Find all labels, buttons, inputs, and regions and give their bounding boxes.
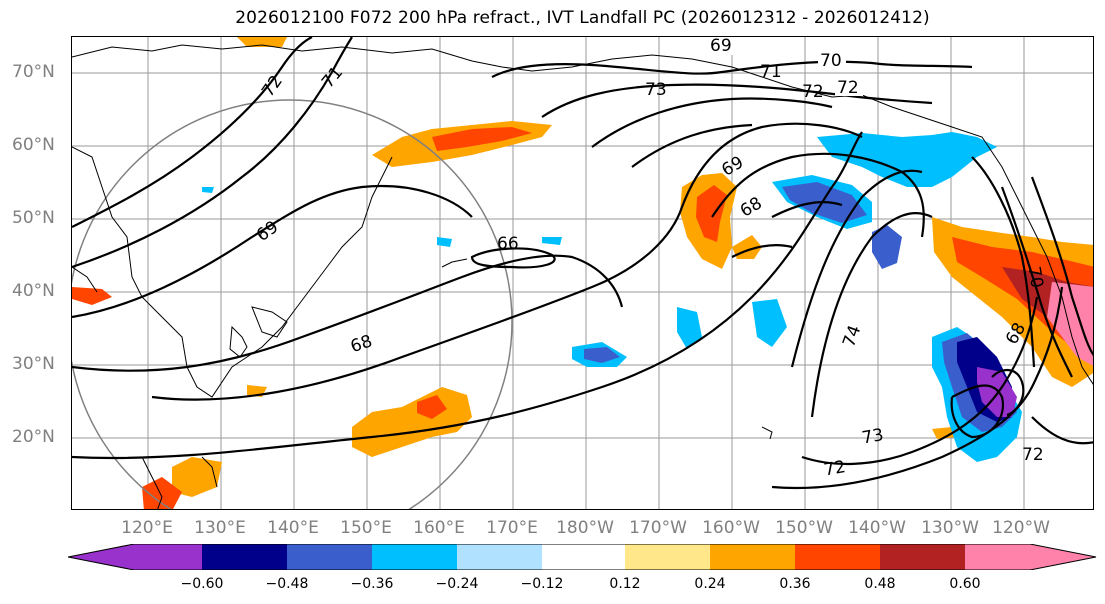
contour-label: 72	[837, 78, 859, 98]
lon-label-160w: 160°W	[702, 518, 760, 538]
map-canvas: 69 70 71 72 73 72 71 72 69 66 68 68 69 7…	[72, 37, 1093, 509]
lon-label-120w: 120°W	[992, 518, 1050, 538]
contour-label: 71	[760, 62, 782, 82]
lon-label-160e: 160°E	[413, 518, 465, 538]
figure-title: 2026012100 F072 200 hPa refract., IVT La…	[235, 8, 930, 28]
colorbar-tick-label: −0.36	[350, 576, 394, 592]
lat-label-50n: 50°N	[12, 208, 55, 228]
colorbar-segment	[202, 544, 287, 570]
lon-label-130w: 130°W	[921, 518, 979, 538]
lon-label-130e: 130°E	[194, 518, 246, 538]
colorbar-segment	[287, 544, 372, 570]
colorbar-tick-label: −0.24	[435, 576, 479, 592]
lon-label-180w: 180°W	[556, 518, 614, 538]
colorbar-tick-label: 0.60	[949, 576, 981, 592]
colorbar-tick-label: 0.48	[864, 576, 896, 592]
colorbar-tick-label: −0.48	[265, 576, 309, 592]
colorbar-segment	[965, 544, 1096, 570]
colorbar-segment	[68, 544, 202, 570]
colorbar-segment	[625, 544, 710, 570]
contour-label: 72	[802, 82, 824, 102]
map-panel: 69 70 71 72 73 72 71 72 69 66 68 68 69 7…	[71, 36, 1094, 510]
lat-label-70n: 70°N	[12, 62, 55, 82]
contour-label: 70	[820, 51, 842, 71]
contour-label-bg	[708, 37, 736, 55]
lat-label-40n: 40°N	[12, 281, 55, 301]
contour-label: 70	[1023, 265, 1046, 290]
lat-label-60n: 60°N	[12, 135, 55, 155]
lon-label-120e: 120°E	[121, 518, 173, 538]
landfall-circle	[72, 99, 513, 509]
colorbar-segment	[795, 544, 880, 570]
contour-label: 69	[710, 37, 732, 56]
contour-label: 73	[860, 425, 885, 448]
colorbar-segment	[710, 544, 795, 570]
lon-label-140e: 140°E	[267, 518, 319, 538]
contour-label: 72	[1022, 445, 1044, 465]
colorbar-tick-label: 0.24	[694, 576, 726, 592]
colorbar-segment	[457, 544, 542, 570]
contour-label: 68	[737, 193, 766, 221]
lon-label-140w: 140°W	[848, 518, 906, 538]
lat-label-20n: 20°N	[12, 427, 55, 447]
contour-label-bg	[835, 78, 863, 96]
colorbar-segment	[542, 544, 625, 570]
colorbar	[68, 544, 1097, 570]
lat-label-30n: 30°N	[12, 354, 55, 374]
lon-label-170e: 170°E	[486, 518, 538, 538]
colorbar-tick-label: −0.12	[520, 576, 564, 592]
shaded-negative-regions	[202, 132, 1022, 462]
contour-label-bg	[818, 51, 846, 69]
contour-label: 68	[348, 331, 375, 357]
coastlines	[72, 44, 1093, 509]
refractivity-contours	[72, 37, 1093, 490]
contour-label: 72	[822, 457, 847, 480]
contour-label: 74	[839, 323, 865, 350]
colorbar-segment	[880, 544, 965, 570]
colorbar-segment	[372, 544, 457, 570]
contour-label: 72	[258, 72, 287, 101]
colorbar-tick-label: 0.36	[779, 576, 811, 592]
lon-label-170w: 170°W	[629, 518, 687, 538]
lon-label-150e: 150°E	[340, 518, 392, 538]
colorbar-tick-label: 0.12	[609, 576, 641, 592]
colorbar-tick-label: −0.60	[180, 576, 224, 592]
colorbar-outline	[68, 544, 1097, 570]
contour-label: 73	[645, 80, 667, 100]
contour-label: 66	[497, 234, 519, 254]
lon-label-150w: 150°W	[775, 518, 833, 538]
